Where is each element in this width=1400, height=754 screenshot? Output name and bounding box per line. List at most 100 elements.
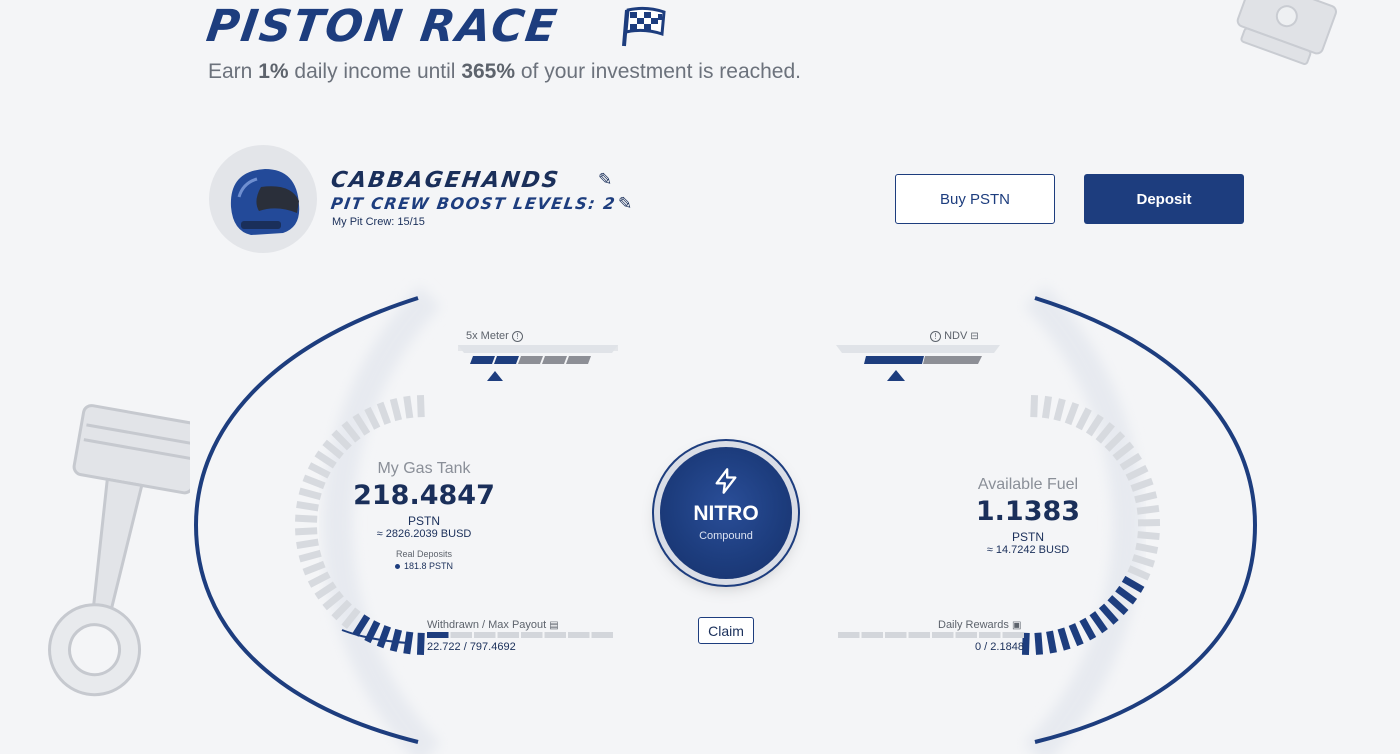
meter-segment <box>566 356 591 364</box>
buy-pstn-button[interactable]: Buy PSTN <box>895 174 1055 224</box>
gauge-tick <box>1034 632 1044 655</box>
progress-segment <box>497 632 519 638</box>
progress-segment <box>979 632 1001 638</box>
daily-rewards-value: 0 / 2.1848 <box>975 641 1024 653</box>
subtitle-text: of your investment is reached. <box>515 60 802 83</box>
right-gauge-ticks <box>1021 394 1161 656</box>
withdrawn-progress-bar <box>427 632 613 638</box>
withdrawn-label-text: Withdrawn / Max Payout <box>427 619 547 631</box>
available-fuel-unit: PSTN <box>1011 530 1044 544</box>
daily-rewards-progress-bar <box>838 632 1024 638</box>
meter-segment <box>864 356 924 364</box>
gauge-tick <box>1098 603 1119 625</box>
gauge-tick <box>1136 504 1160 515</box>
ndv-meter-bar <box>864 356 982 364</box>
piston-decoration-left-icon <box>48 404 190 697</box>
available-fuel-title: Available Fuel <box>977 476 1079 493</box>
gas-tank-title: My Gas Tank <box>377 460 471 477</box>
gauge-tick <box>1135 542 1159 554</box>
gauge-tick <box>1079 617 1097 641</box>
daily-rewards-label: Daily Rewards ▣ <box>938 619 1021 631</box>
meter-label-text: NDV <box>944 330 968 342</box>
nitro-label: NITRO <box>693 502 759 525</box>
real-deposits: 181.8 PSTN <box>344 561 504 571</box>
gauge-tick <box>302 560 326 576</box>
available-fuel-panel: Available Fuel 1.1383 PSTN ≈ 14.7242 BUS… <box>948 476 1108 556</box>
gauge-tick <box>1053 398 1066 422</box>
nitro-compound-button[interactable]: NITRO Compound <box>660 447 792 579</box>
compound-label: Compound <box>699 530 753 542</box>
gauge-tick <box>376 625 391 649</box>
progress-segment <box>838 632 860 638</box>
gas-tank-value: 218.4847 <box>353 480 495 511</box>
meter-segment <box>494 356 519 364</box>
gas-tank-panel: My Gas Tank 218.4847 PSTN ≈ 2826.2039 BU… <box>344 460 504 571</box>
gauge-tick <box>389 628 403 652</box>
progress-segment <box>450 632 472 638</box>
real-deposits-value: 181.8 PSTN <box>403 561 454 571</box>
gauge-tick <box>331 599 352 621</box>
gauge-tick <box>331 429 352 451</box>
gauge-tick <box>294 527 318 536</box>
gauge-tick <box>1137 531 1160 541</box>
gauge-tick <box>1057 627 1071 651</box>
claim-button[interactable]: Claim <box>698 617 754 644</box>
gauge-tick <box>352 413 371 436</box>
info-icon[interactable]: ! <box>511 330 523 342</box>
gauge-tick <box>307 462 331 479</box>
progress-segment <box>427 632 449 638</box>
progress-segment <box>474 632 496 638</box>
deposit-button[interactable]: Deposit <box>1084 174 1244 224</box>
available-fuel-busd: ≈ 14.7242 BUSD <box>986 544 1070 556</box>
gauge-tick <box>1068 623 1084 647</box>
gas-tank-unit: PSTN <box>407 514 440 528</box>
gauge-tick <box>322 439 344 460</box>
piston-decoration-top-icon <box>1236 0 1337 65</box>
gauge-tick <box>389 398 403 422</box>
gauge-tick <box>294 514 318 523</box>
calendar-icon: ▣ <box>1011 620 1022 631</box>
receipt-icon: ▤ <box>549 620 559 631</box>
car-icon: ⊟ <box>970 331 979 342</box>
payout-cap: 365% <box>461 60 516 83</box>
progress-segment <box>1002 632 1024 638</box>
gauge-tick <box>296 538 319 550</box>
gauge-tick <box>1095 422 1115 444</box>
edit-boost-pencil-icon[interactable]: ✎ <box>618 194 633 214</box>
gauge-tick <box>1064 402 1080 426</box>
ndv-meter-label: ! NDV ⊟ <box>930 330 979 342</box>
subtitle-text: Earn <box>208 60 259 83</box>
gauge-tick <box>314 450 337 469</box>
gauge-tick <box>302 474 326 490</box>
gauge-tick <box>416 394 425 418</box>
progress-segment <box>568 632 590 638</box>
meter-segment <box>518 356 543 364</box>
gauge-tick <box>298 487 322 501</box>
gauge-tick <box>1046 630 1057 654</box>
right-outer-arc <box>1034 296 1258 744</box>
left-outer-arc <box>193 296 419 744</box>
gauge-tick <box>416 632 425 656</box>
page-subtitle: Earn 1% daily income until 365% of your … <box>208 60 801 84</box>
meter-segment <box>923 356 982 364</box>
info-icon[interactable]: ! <box>930 330 941 342</box>
gauge-tick <box>1131 554 1156 568</box>
lightning-icon <box>715 468 737 494</box>
gauge-tick <box>1134 491 1158 504</box>
gauge-tick <box>314 581 337 600</box>
avatar[interactable] <box>209 145 317 253</box>
gauge-tick <box>1030 394 1039 418</box>
gauge-tick <box>364 406 381 430</box>
meter-label-text: 5x Meter <box>466 330 509 342</box>
gauge-tick <box>1021 632 1030 656</box>
withdrawn-value: 22.722 / 797.4692 <box>427 641 516 653</box>
gauge-tick <box>296 500 319 512</box>
gauge-tick <box>341 607 361 630</box>
gauge-tick <box>403 395 414 419</box>
edit-name-pencil-icon[interactable]: ✎ <box>598 170 613 190</box>
checkered-flag-icon <box>622 6 666 47</box>
meter-segment <box>470 356 495 364</box>
gauge-tick <box>341 420 361 443</box>
progress-segment <box>521 632 543 638</box>
